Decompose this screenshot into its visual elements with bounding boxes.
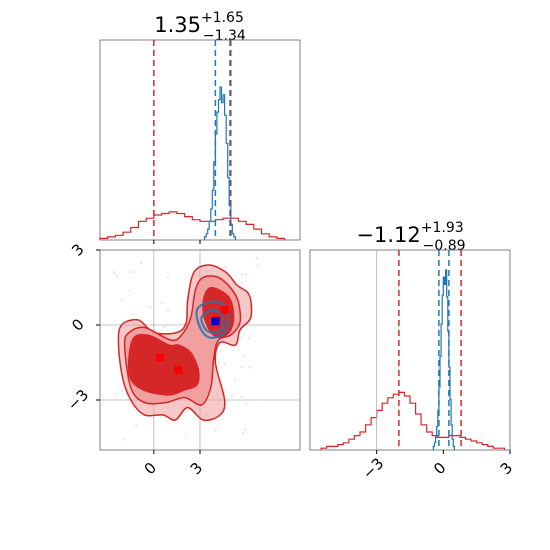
- scatter-point: [120, 298, 123, 301]
- scatter-point: [167, 276, 169, 278]
- scatter-point: [245, 402, 248, 405]
- scatter-point: [187, 409, 190, 411]
- right-hist-xtick-label-2: 3: [497, 459, 516, 478]
- scatter-point: [121, 389, 124, 391]
- scatter-point: [244, 355, 246, 358]
- top-hist-series-0: [99, 211, 286, 240]
- red-marker-1: [174, 366, 183, 374]
- right-hist-title: −1.12+1.93 −0.89: [356, 220, 465, 254]
- scatter-point: [129, 271, 131, 274]
- contour-ytick-label-0: −3: [64, 386, 92, 414]
- scatter-point: [116, 274, 118, 277]
- right-hist-title-sub: −0.89: [423, 238, 466, 254]
- contour-panel: 0 3 −3 0 3: [64, 240, 301, 478]
- blue-contour-1: [200, 308, 225, 334]
- top-hist-title-main: 1.35: [154, 13, 201, 37]
- scatter-point: [244, 429, 247, 431]
- blue-marker-0: [211, 317, 220, 326]
- top-histogram-panel: [99, 39, 301, 244]
- scatter-point: [135, 425, 137, 427]
- contour-xtick-label-0: 0: [141, 459, 160, 478]
- scatter-point: [113, 271, 115, 273]
- scatter-point: [133, 271, 135, 273]
- scatter-point: [257, 399, 259, 401]
- scatter-point: [244, 273, 247, 276]
- scatter-point: [241, 337, 243, 339]
- right-hist-xtick-label-0: −3: [359, 454, 387, 482]
- scatter-point: [185, 433, 187, 435]
- scatter-point: [223, 388, 225, 391]
- scatter-point: [240, 282, 243, 284]
- blue-contour-0: [195, 300, 230, 339]
- scatter-point: [241, 273, 243, 276]
- scatter-point: [256, 265, 259, 267]
- contour-xtick-label-1: 3: [187, 459, 206, 478]
- red-contour-inner-bottom: [127, 333, 200, 396]
- scatter-point: [113, 272, 116, 275]
- red-marker-0: [156, 353, 164, 362]
- scatter-point: [140, 262, 142, 265]
- scatter-point: [223, 362, 226, 365]
- contour-ytick-label-2: 3: [68, 240, 87, 259]
- scatter-point: [240, 396, 243, 398]
- right-hist-xtick-label-1: 0: [430, 459, 449, 478]
- right-hist-series-1: [432, 269, 455, 450]
- scatter-point: [241, 276, 243, 279]
- scatter-point: [167, 310, 169, 312]
- right-histogram-panel: −3 0 3: [309, 249, 516, 483]
- scatter-point: [248, 337, 251, 340]
- scatter-point: [220, 349, 222, 352]
- scatter-point: [242, 432, 244, 435]
- top-hist-series-1: [204, 86, 236, 240]
- scatter-point: [124, 438, 126, 441]
- red-marker-3: [220, 306, 229, 314]
- scatter-point: [231, 395, 233, 397]
- top-hist-title: 1.35+1.65 −1.34: [154, 10, 246, 44]
- scatter-point: [234, 378, 236, 381]
- scatter-point: [224, 266, 227, 269]
- scatter-point: [217, 362, 220, 364]
- top-hist-frame: [99, 39, 301, 241]
- scatter-point: [240, 366, 243, 369]
- scatter-point: [214, 429, 216, 432]
- right-hist-frame: [309, 249, 511, 451]
- scatter-point: [129, 289, 131, 292]
- right-hist-title-sup: +1.93: [421, 220, 464, 236]
- contour-ytick-label-1: 0: [68, 315, 87, 334]
- scatter-point: [114, 393, 117, 396]
- scatter-point: [160, 302, 163, 304]
- right-hist-series-0: [320, 391, 505, 450]
- scatter-point: [148, 306, 151, 309]
- top-hist-title-sub: −1.34: [203, 28, 246, 44]
- scatter-point: [163, 325, 166, 328]
- right-hist-title-main: −1.12: [356, 223, 420, 247]
- scatter-point: [132, 313, 134, 316]
- scatter-point: [248, 366, 251, 369]
- top-hist-title-sup: +1.65: [201, 10, 244, 26]
- scatter-point: [255, 257, 258, 260]
